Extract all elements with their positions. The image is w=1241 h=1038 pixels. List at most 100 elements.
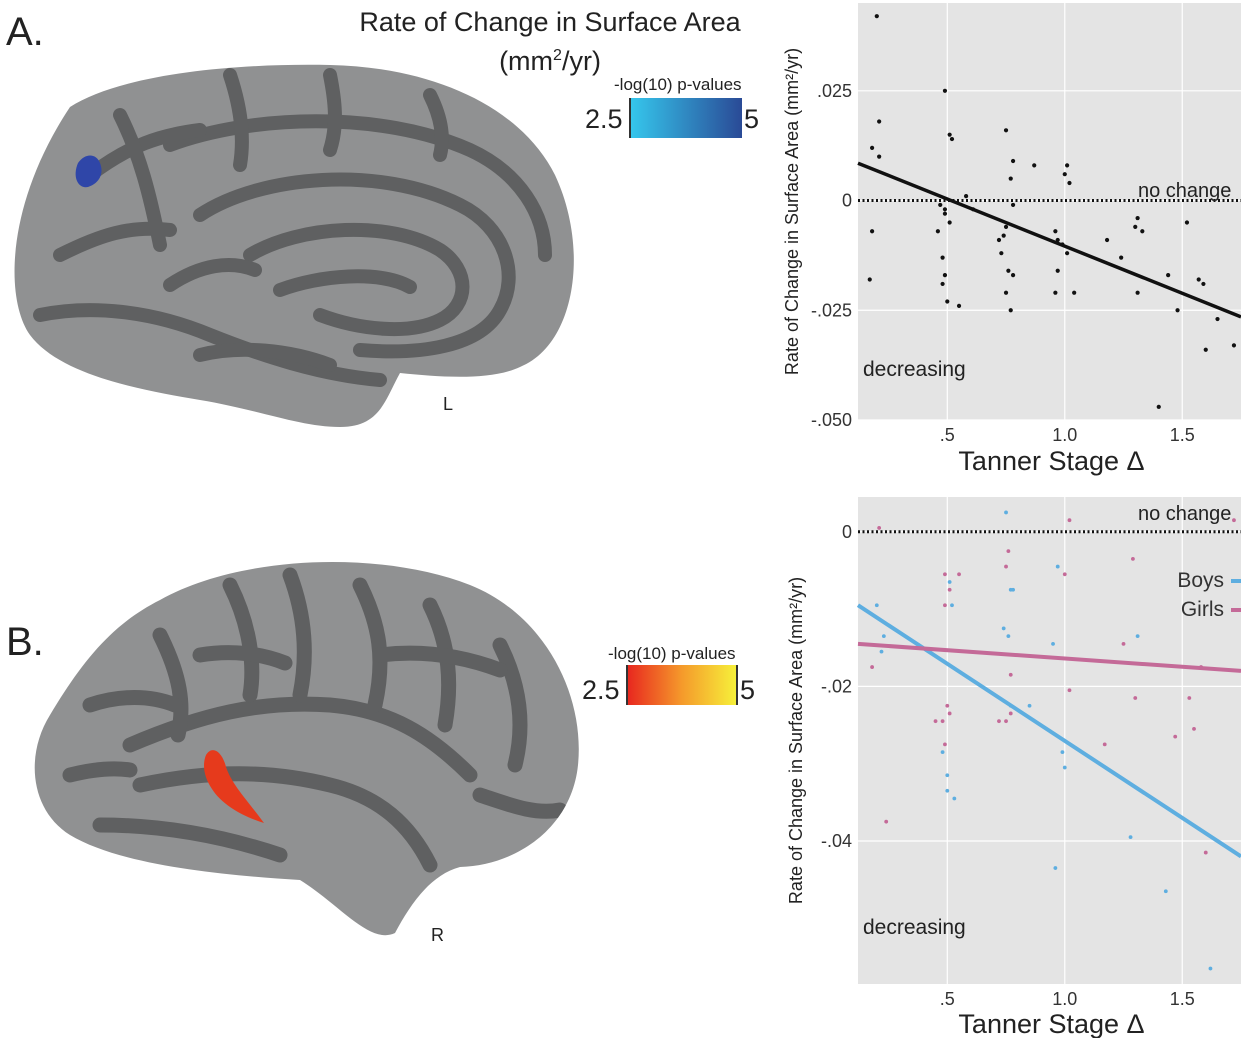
data-point [940, 255, 945, 260]
scatter-chart-a: .5 1.0 1.5 -.050 -.025 0 .025 no change decreasi… [782, 3, 1241, 476]
data-point [1215, 316, 1220, 322]
colorbar-b-label: -log(10) p-values [608, 644, 736, 663]
data-point [945, 703, 950, 708]
data-point [942, 207, 948, 212]
data-point [947, 587, 952, 592]
data-point [1102, 742, 1107, 747]
data-point [1187, 696, 1192, 700]
data-point [947, 711, 952, 716]
data-point [1163, 889, 1168, 894]
data-point [1001, 626, 1006, 631]
brain-b-sulci [62, 567, 568, 873]
x-axis-label: Tanner Stage Δ [958, 446, 1144, 476]
data-point [1121, 641, 1126, 646]
lateral-brain-right [34, 562, 579, 936]
data-point [1003, 290, 1009, 295]
y-axis-label: Rate of Change in Surface Area (mm²/yr) [786, 577, 806, 904]
data-point [1032, 163, 1037, 168]
x-tick-label: 1.5 [1170, 989, 1195, 1009]
data-point [947, 220, 952, 225]
y-tick-label: .025 [817, 81, 852, 101]
data-point [1203, 850, 1208, 855]
data-point [942, 211, 948, 216]
y-tick-label: -.025 [811, 300, 852, 320]
decreasing-label: decreasing [863, 358, 966, 381]
data-point [1208, 966, 1213, 971]
data-point [1011, 587, 1015, 592]
data-point [956, 303, 962, 308]
data-point [943, 572, 947, 577]
data-point [945, 788, 950, 793]
scatter-chart-b: .5 1.0 1.5 -.04 -.02 0 no change decreasing Tann… [786, 497, 1241, 1038]
data-point [1010, 202, 1016, 208]
data-point [1140, 229, 1145, 234]
medial-brain-left [14, 64, 574, 428]
data-point [1128, 835, 1133, 840]
colorbar-a-gradient [629, 98, 742, 138]
data-point [1133, 224, 1138, 229]
data-point [1003, 224, 1009, 229]
data-point [940, 750, 945, 754]
data-point [1001, 233, 1006, 238]
brain-a-highlight [75, 155, 102, 188]
data-point [952, 796, 957, 801]
panel-letter-a: A. [6, 10, 44, 54]
data-point [1010, 158, 1016, 164]
data-point [957, 572, 961, 577]
data-point [1027, 703, 1032, 708]
data-point [1010, 273, 1016, 278]
data-point [945, 299, 950, 304]
plot-background [858, 497, 1241, 984]
data-point [874, 603, 879, 608]
x-tick-label: .5 [940, 425, 955, 445]
data-point [943, 742, 947, 747]
data-point [1008, 711, 1013, 716]
data-point [1053, 866, 1058, 870]
data-point [1051, 641, 1055, 646]
x-tick-label: .5 [940, 989, 955, 1009]
data-point [947, 580, 952, 584]
data-point [942, 88, 948, 93]
y-tick-label: -.04 [821, 831, 852, 851]
data-point [999, 251, 1004, 256]
data-point [1201, 281, 1206, 287]
no-change-label: no change [1138, 503, 1231, 525]
trend-line [857, 161, 1241, 319]
data-point [1067, 518, 1072, 523]
data-point [1006, 268, 1011, 273]
data-point [1104, 237, 1110, 243]
panel-letter-b: B. [6, 620, 44, 664]
data-point [943, 603, 947, 608]
data-point [940, 719, 945, 724]
data-point [1135, 290, 1140, 295]
data-point [1006, 549, 1011, 554]
data-point [1053, 290, 1058, 295]
data-point [1133, 696, 1138, 700]
data-point [1065, 251, 1070, 256]
y-axis-label: Rate of Change in Surface Area (mm²/yr) [782, 48, 802, 375]
legend-label-boys: Boys [1177, 569, 1224, 592]
colorbar-a-min: 2.5 [585, 104, 623, 134]
data-point [997, 719, 1001, 724]
figure-title-line2: (mm2/yr) [499, 46, 601, 76]
data-point [1196, 277, 1201, 282]
y-tick-label: -.050 [811, 410, 852, 430]
data-point [879, 649, 884, 654]
data-point [963, 194, 969, 199]
data-point [1175, 308, 1180, 313]
data-point [935, 229, 940, 234]
no-change-label: no change [1138, 180, 1231, 202]
data-point [1062, 172, 1067, 177]
figure-title-line1: Rate of Change in Surface Area [359, 7, 741, 37]
data-point [1156, 404, 1161, 409]
data-point [1004, 510, 1008, 515]
y-tick-label: 0 [842, 522, 852, 542]
y-tick-label: 0 [842, 191, 852, 211]
data-point [1055, 564, 1060, 569]
data-point [1053, 229, 1058, 234]
data-point [947, 132, 952, 137]
data-point [1060, 750, 1065, 754]
data-point [949, 136, 955, 142]
trend-line [857, 641, 1241, 673]
colorbar-b-max: 5 [740, 675, 756, 705]
